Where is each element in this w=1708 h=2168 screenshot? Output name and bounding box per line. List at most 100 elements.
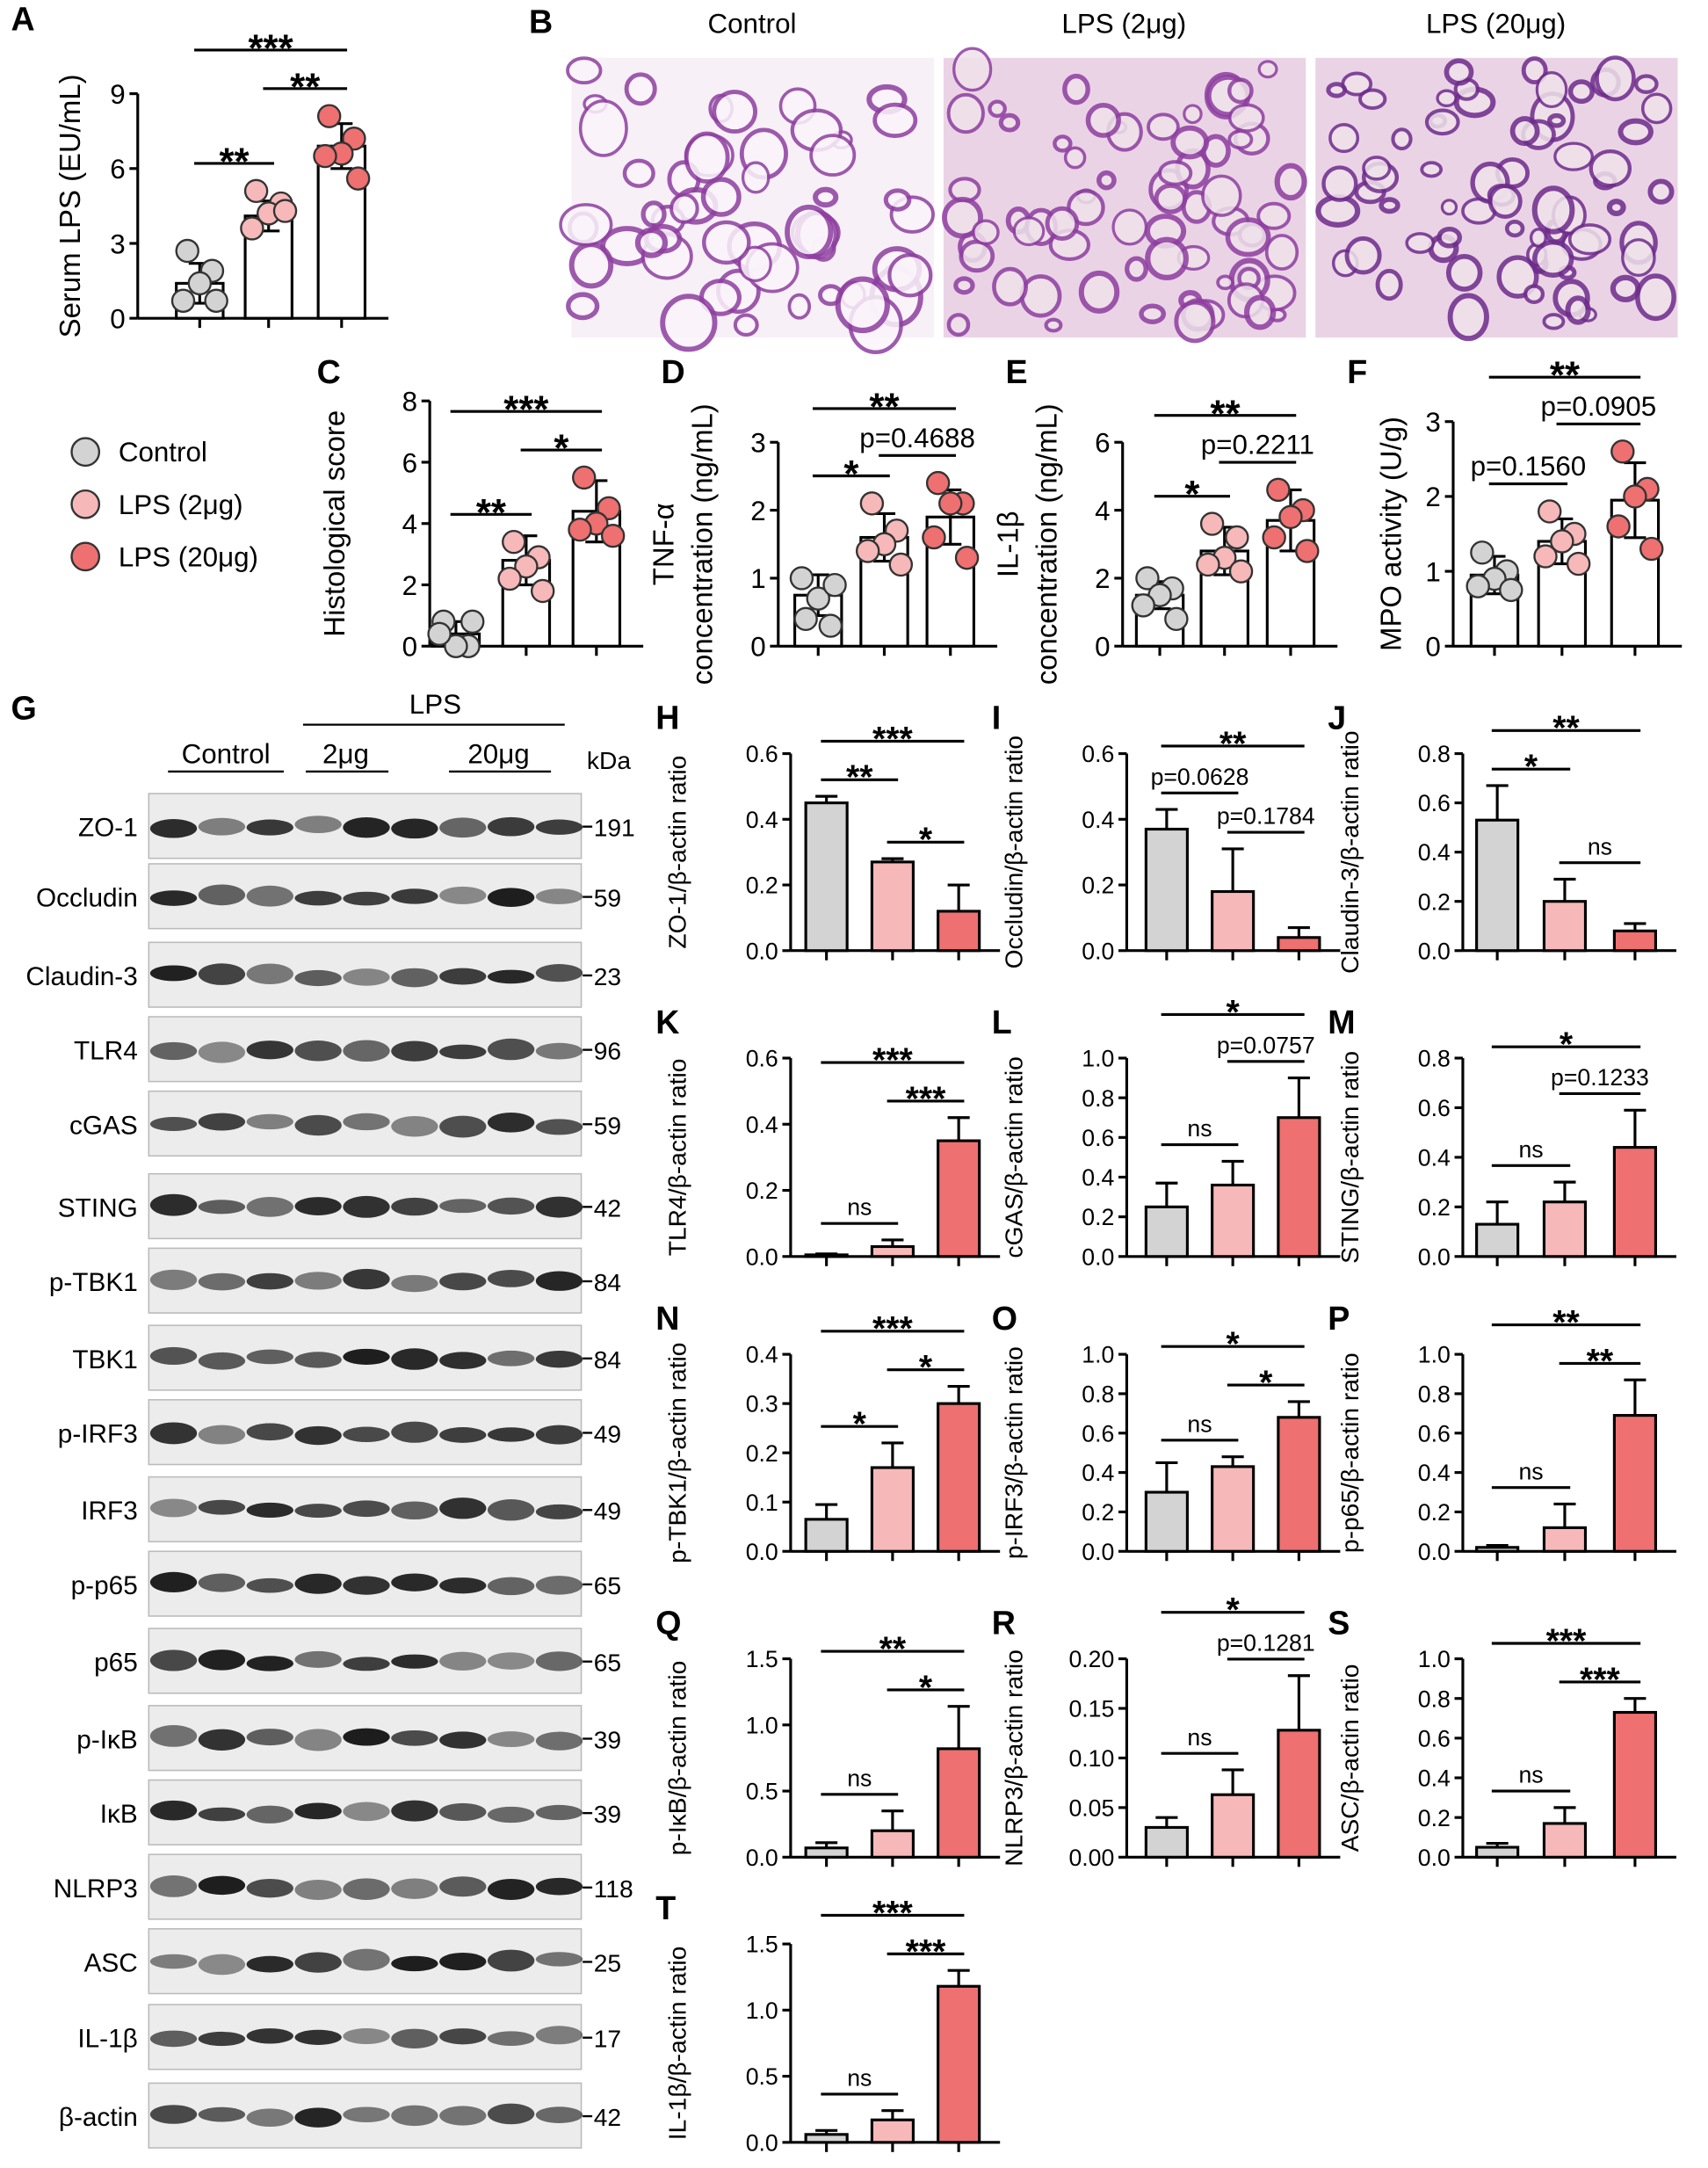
- significance-label: **: [1552, 1304, 1580, 1342]
- kda-label: 39: [594, 1800, 621, 1828]
- bar: [804, 1846, 849, 1859]
- y-tick-label: 0.10: [1068, 1745, 1114, 1772]
- data-point: [502, 529, 526, 555]
- panel-letter: I: [992, 699, 1001, 736]
- y-tick-label: 0.6: [1082, 741, 1114, 767]
- y-tick-label: 6: [110, 154, 125, 185]
- tissue-gland: [998, 112, 1021, 133]
- tissue-gland: [1424, 108, 1460, 136]
- kda-label: 17: [594, 2025, 621, 2053]
- y-tick-label: 9: [110, 79, 125, 110]
- blot-strip: [148, 1399, 583, 1466]
- y-tick-label: 0.20: [1068, 1646, 1114, 1672]
- tissue-gland: [942, 196, 983, 239]
- y-tick-label: 0.1: [746, 1490, 778, 1516]
- y-tick-label: 2: [1425, 482, 1440, 512]
- tissue-gland: [988, 99, 1007, 119]
- blot-band: [391, 1654, 438, 1669]
- y-tick-label: 0.0: [746, 1539, 778, 1565]
- blot-band: [535, 1425, 583, 1445]
- significance-label: **: [1219, 725, 1247, 763]
- blot-group: Control: [182, 739, 271, 770]
- tissue-gland: [1326, 82, 1348, 98]
- blot-band: [246, 1729, 293, 1746]
- blot-band: [343, 816, 390, 838]
- blot-band: [294, 890, 342, 906]
- tissue-gland: [1610, 274, 1641, 302]
- data-point: [568, 518, 592, 542]
- error-bar: [1486, 1543, 1509, 1548]
- error-bar: [1624, 1697, 1646, 1713]
- blot-band: [246, 819, 293, 836]
- significance-label: ***: [872, 1041, 914, 1079]
- blot-band: [149, 819, 198, 838]
- tissue-gland: [959, 239, 995, 273]
- panel-letter: G: [11, 689, 37, 726]
- blot-band: [246, 1805, 293, 1824]
- data-point: [818, 613, 843, 638]
- blot-band: [294, 1952, 342, 1973]
- blot-strip: [148, 863, 583, 930]
- blot-band: [246, 2028, 293, 2044]
- significance-label: p=0.2211: [1201, 430, 1314, 460]
- blot-band: [149, 1346, 198, 1365]
- legend-label: LPS (2μg): [119, 489, 243, 520]
- error-bar: [881, 1809, 904, 1831]
- error-bar: [1155, 1461, 1178, 1493]
- blot-row-label: Claudin-3: [25, 962, 137, 991]
- significance-label: ns: [1518, 1136, 1543, 1163]
- data-point: [922, 525, 946, 550]
- bar: [1144, 827, 1189, 953]
- blot-band: [246, 885, 293, 907]
- bar: [1277, 1729, 1321, 1859]
- tissue-gland: [669, 192, 699, 224]
- tissue-gland: [1227, 77, 1254, 105]
- y-tick-label: 0.5: [746, 1779, 778, 1805]
- tissue-gland: [1565, 295, 1591, 325]
- blot-band: [535, 1804, 583, 1821]
- panel-letter: S: [1328, 1604, 1350, 1641]
- blot-band: [487, 1427, 535, 1442]
- data-point: [175, 238, 199, 264]
- blot-band: [391, 1955, 438, 1972]
- blot-band: [487, 2031, 535, 2046]
- data-point: [1639, 536, 1664, 562]
- blot-strip: [148, 941, 583, 1008]
- significance-label: **: [846, 759, 873, 797]
- y-tick-label: 0.4: [746, 807, 778, 833]
- blot-band: [294, 969, 342, 987]
- blot-band: [294, 1802, 342, 1820]
- tissue-gland: [1225, 217, 1271, 257]
- blot-band: [391, 2028, 438, 2049]
- blot-band: [535, 1271, 583, 1291]
- blot-band: [343, 968, 390, 986]
- legend-swatch: [70, 489, 101, 519]
- data-point: [272, 199, 298, 223]
- tissue-gland: [702, 220, 751, 265]
- bar: [1277, 936, 1321, 953]
- y-tick-label: 3: [750, 428, 765, 459]
- blot-band: [149, 1725, 198, 1747]
- blot-band: [487, 1350, 535, 1367]
- legend-label: LPS (20μg): [119, 541, 258, 572]
- error-bar: [1155, 1181, 1178, 1207]
- blot-band: [391, 1730, 438, 1746]
- bar: [937, 1402, 981, 1553]
- error-bar: [1553, 1806, 1576, 1824]
- tissue-gland: [1154, 183, 1188, 214]
- y-tick-label: 1.0: [746, 1712, 778, 1738]
- significance-label: ns: [1588, 833, 1612, 859]
- blot-row-label: p-TBK1: [49, 1268, 138, 1297]
- blot-band: [391, 2105, 438, 2127]
- error-bar: [1624, 1108, 1646, 1148]
- panel-letter: L: [992, 1004, 1012, 1040]
- error-bar: [815, 1252, 838, 1256]
- data-point: [938, 491, 963, 516]
- tissue-gland: [1509, 116, 1540, 147]
- y-tick-label: 0.2: [746, 1440, 778, 1467]
- significance-label: **: [1550, 354, 1581, 397]
- blot-band: [343, 2106, 390, 2123]
- blot-band: [487, 1731, 535, 1748]
- tissue-gland: [883, 188, 912, 212]
- panel-letter: E: [1005, 353, 1027, 390]
